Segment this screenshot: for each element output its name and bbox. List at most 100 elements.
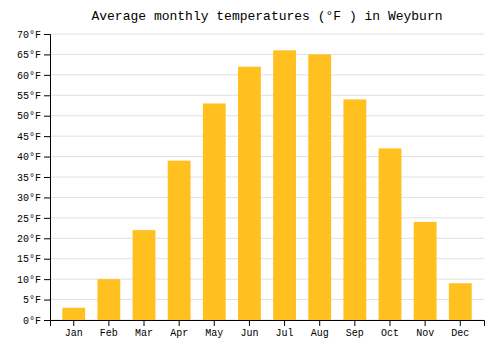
y-tick-mark — [44, 75, 50, 76]
y-tick-label: 45°F — [17, 132, 41, 143]
x-tick-mark — [284, 320, 285, 326]
y-tick-label: 55°F — [17, 91, 41, 102]
y-tick: 40°F — [17, 152, 50, 163]
x-tick: Dec — [451, 320, 469, 339]
x-tick-mark — [144, 320, 145, 326]
y-tick: 5°F — [23, 295, 50, 306]
y-tick-label: 10°F — [17, 275, 41, 286]
grid-line — [50, 156, 484, 157]
title: Average monthly temperatures (°F ) in We… — [91, 9, 442, 24]
y-tick-label: 30°F — [17, 193, 41, 204]
y-tick: 50°F — [17, 111, 50, 122]
y-tick-mark — [44, 197, 50, 198]
y-tick-mark — [44, 34, 50, 35]
y-tick: 35°F — [17, 173, 50, 184]
y-axis: 0°F5°F10°F15°F20°F25°F30°F35°F40°F45°F50… — [17, 30, 51, 327]
y-tick-label: 50°F — [17, 111, 41, 122]
x-tick-label: Jun — [240, 328, 258, 339]
y-tick: 25°F — [17, 214, 50, 225]
x-tick-mark — [425, 320, 426, 326]
bar — [238, 67, 261, 320]
x-tick: Aug — [311, 320, 329, 339]
grid-line — [50, 177, 484, 178]
y-tick: 55°F — [17, 91, 50, 102]
y-tick-mark — [44, 279, 50, 280]
x-tick: May — [205, 320, 223, 339]
y-tick: 65°F — [17, 50, 50, 61]
y-tick-mark — [44, 177, 50, 178]
bar — [414, 222, 437, 320]
x-tick: Oct — [381, 320, 399, 339]
y-tick: 70°F — [17, 30, 50, 41]
y-tick-mark — [44, 157, 50, 158]
y-tick-mark — [44, 320, 50, 321]
x-tick-label: Sep — [346, 328, 364, 339]
bar — [308, 54, 331, 320]
bar — [273, 50, 296, 320]
grid-line — [50, 95, 484, 96]
chart: 0°F5°F10°F15°F20°F25°F30°F35°F40°F45°F50… — [0, 0, 500, 350]
x-tick-label: Feb — [100, 328, 118, 339]
x-tick: Jan — [65, 320, 83, 339]
x-tick-label: May — [205, 328, 223, 339]
y-tick: 0°F — [23, 316, 50, 327]
bar — [62, 308, 85, 320]
x-tick-mark — [249, 320, 250, 326]
y-tick-label: 15°F — [17, 254, 41, 265]
x-tick-mark — [389, 320, 390, 326]
bar — [97, 279, 120, 320]
plot: 0°F5°F10°F15°F20°F25°F30°F35°F40°F45°F50… — [17, 30, 485, 339]
y-tick: 30°F — [17, 193, 50, 204]
x-tick-mark — [179, 320, 180, 326]
y-tick-mark — [44, 116, 50, 117]
x-tick: Feb — [100, 320, 118, 339]
x-tick-label: Jul — [276, 328, 294, 339]
x-tick-label: Jan — [65, 328, 83, 339]
x-tick: Mar — [135, 320, 153, 339]
y-axis-line — [44, 35, 51, 321]
y-tick-label: 25°F — [17, 214, 41, 225]
grid-line — [50, 74, 484, 75]
bar — [379, 148, 402, 320]
bar — [343, 99, 366, 320]
y-tick: 60°F — [17, 71, 50, 82]
grid-line — [50, 136, 484, 137]
y-tick: 10°F — [17, 275, 50, 286]
y-tick: 45°F — [17, 132, 50, 143]
y-tick-mark — [44, 300, 50, 301]
y-tick-mark — [44, 218, 50, 219]
x-tick-mark — [73, 320, 74, 326]
x-tick-mark — [354, 320, 355, 326]
x-tick-label: Mar — [135, 328, 153, 339]
y-tick-label: 0°F — [23, 316, 41, 327]
x-tick-mark — [460, 320, 461, 326]
y-tick-label: 35°F — [17, 173, 41, 184]
x-tick-label: Nov — [416, 328, 434, 339]
y-tick-mark — [44, 136, 50, 137]
grid-line — [50, 217, 484, 218]
x-tick: Nov — [416, 320, 434, 339]
x-tick-mark — [214, 320, 215, 326]
y-tick-label: 70°F — [17, 30, 41, 41]
x-tick: Jul — [276, 320, 294, 339]
x-tick: Sep — [346, 320, 364, 339]
x-axis: Jan Feb Mar Apr May Jun Jul Aug Sep Oct Nov Dec — [51, 320, 485, 339]
x-tick: Jun — [240, 320, 258, 339]
x-tick-label: Aug — [311, 328, 329, 339]
y-tick-label: 40°F — [17, 152, 41, 163]
grid-line — [50, 197, 484, 198]
x-tick-label: Apr — [170, 328, 188, 339]
bar — [133, 230, 156, 320]
y-tick-label: 5°F — [23, 295, 41, 306]
y-tick-mark — [44, 259, 50, 260]
x-tick: Apr — [170, 320, 188, 339]
y-tick-mark — [44, 95, 50, 96]
y-tick: 15°F — [17, 254, 50, 265]
grid-line — [50, 54, 484, 55]
x-axis-line — [51, 321, 485, 327]
y-tick-mark — [44, 54, 50, 55]
grid — [50, 34, 484, 320]
bars — [62, 50, 471, 320]
x-tick-mark — [108, 320, 109, 326]
x-tick-label: Oct — [381, 328, 399, 339]
